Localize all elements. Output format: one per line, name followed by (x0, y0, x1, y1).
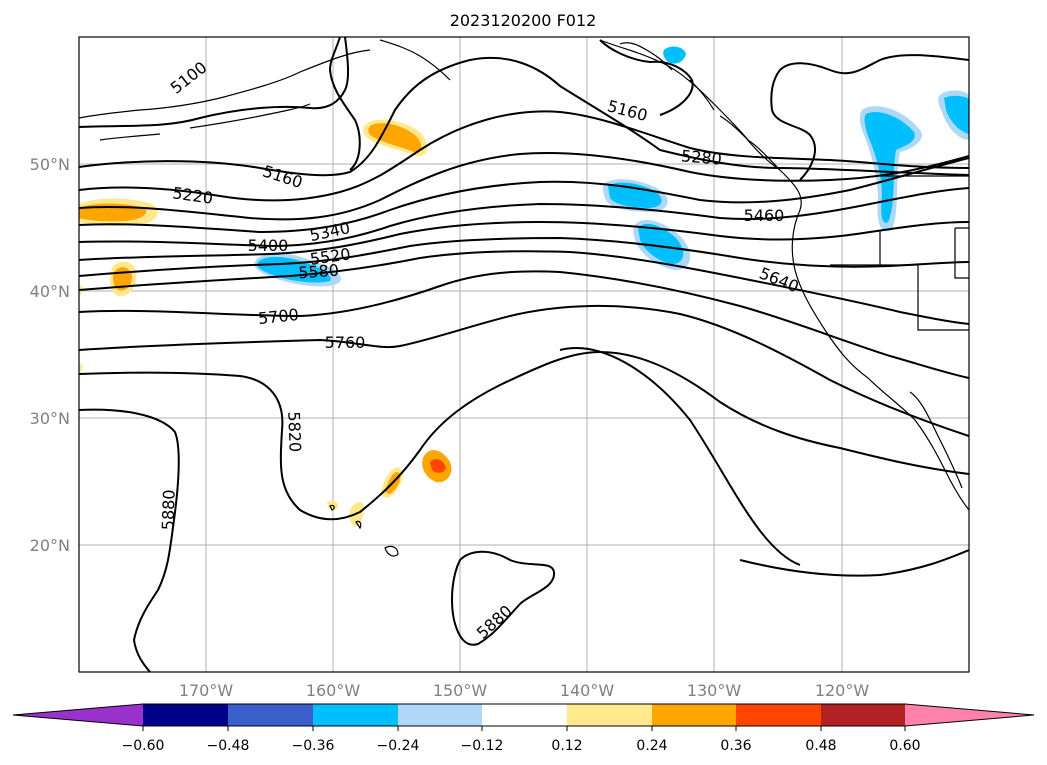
contour-label-5160-north: 5160 (605, 96, 649, 125)
contour-label-5220: 5220 (171, 183, 214, 207)
shading-negative (254, 46, 969, 287)
contour-label-5880-west: 5880 (158, 489, 178, 530)
colorbar: −0.60 −0.48 −0.36 −0.24 −0.12 0.12 0.24 … (12, 703, 1035, 754)
latitude-labels: 50°N 40°N 30°N 20°N (30, 155, 70, 555)
lon-label-170w: 170°W (179, 681, 234, 700)
colorbar-tick-label: 0.12 (551, 738, 582, 754)
lat-label-30n: 30°N (30, 409, 70, 428)
colorbar-segment (482, 704, 567, 726)
colorbar-tick-label: −0.36 (292, 738, 335, 754)
longitude-labels: 170°W 160°W 150°W 140°W 130°W 120°W (179, 681, 870, 700)
contour-labels: 5100 5160 5160 5220 5280 5340 5400 5460 … (158, 58, 801, 643)
contour-label-5700: 5700 (257, 305, 299, 328)
lat-label-40n: 40°N (30, 282, 70, 301)
colorbar-tick-label: −0.24 (377, 738, 420, 754)
colorbar-tick-label: 0.36 (720, 738, 751, 754)
colorbar-tick-label: −0.48 (207, 738, 250, 754)
colorbar-segment (313, 704, 398, 726)
colorbar-max-extension (905, 704, 1034, 726)
colorbar-tick-label: −0.12 (461, 738, 504, 754)
lon-label-160w: 160°W (306, 681, 361, 700)
contour-label-5280: 5280 (680, 146, 722, 168)
contour-label-5880-south: 5880 (473, 601, 516, 642)
colorbar-segment (567, 704, 652, 726)
graticule (79, 37, 969, 672)
map-frame (78, 36, 970, 673)
height-contours (79, 37, 969, 672)
colorbar-ticks (142, 726, 906, 731)
contour-label-5160-west: 5160 (260, 161, 305, 192)
coastlines (79, 39, 969, 557)
contour-label-5460: 5460 (744, 206, 785, 225)
colorbar-tick-label: 0.48 (805, 738, 836, 754)
colorbar-tick-label: 0.60 (889, 738, 920, 754)
contour-label-5760: 5760 (325, 333, 366, 352)
contour-label-5340: 5340 (308, 218, 352, 245)
colorbar-segment (652, 704, 736, 726)
colorbar-segment (143, 704, 228, 726)
contour-label-5820: 5820 (284, 411, 304, 452)
lat-label-50n: 50°N (30, 155, 70, 174)
contour-label-5400: 5400 (248, 236, 289, 255)
map-panel (79, 37, 969, 672)
map-title: 2023120200 F012 (450, 11, 597, 30)
lon-label-130w: 130°W (687, 681, 742, 700)
colorbar-segment (821, 704, 905, 726)
lon-label-120w: 120°W (815, 681, 870, 700)
contour-label-5100: 5100 (167, 58, 211, 98)
colorbar-segment (736, 704, 821, 726)
colorbar-tick-label: 0.24 (636, 738, 667, 754)
contour-label-5580: 5580 (298, 261, 340, 283)
lon-label-150w: 150°W (433, 681, 488, 700)
colorbar-segment (398, 704, 482, 726)
colorbar-min-extension (13, 704, 143, 726)
colorbar-segment (228, 704, 313, 726)
colorbar-tick-label: −0.60 (122, 738, 165, 754)
lat-label-20n: 20°N (30, 536, 70, 555)
lon-label-140w: 140°W (560, 681, 615, 700)
